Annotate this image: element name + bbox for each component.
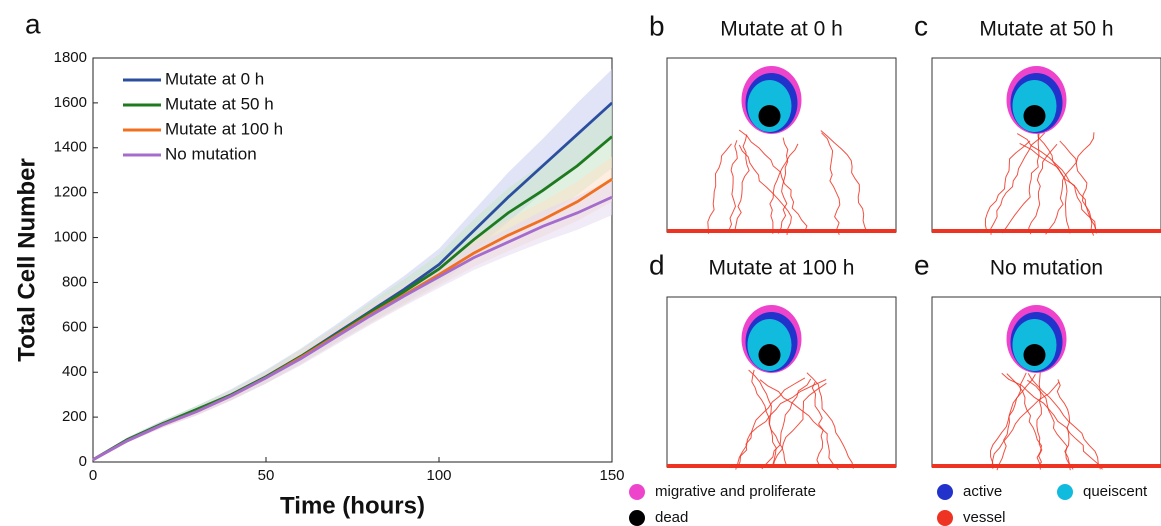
legend-dot: [629, 484, 645, 500]
dead-cells: [1023, 105, 1046, 127]
vessel-branch: [820, 130, 868, 233]
vessel-branch: [707, 143, 732, 234]
legend-label: Mutate at 100 h: [165, 119, 283, 138]
y-tick-label: 1800: [54, 49, 87, 66]
panel-label: d: [649, 249, 665, 280]
legend-label: Mutate at 0 h: [165, 69, 264, 88]
legend-dot: [937, 510, 953, 526]
panel-label: b: [649, 10, 665, 41]
vessel-branch: [1026, 379, 1071, 471]
vessel-branch: [769, 143, 799, 234]
plot-area: [92, 57, 613, 463]
vessel-branch: [991, 381, 1060, 466]
vessel-branch: [1019, 143, 1097, 234]
vessel-branch: [777, 137, 789, 234]
legend-label: dead: [655, 509, 688, 526]
y-tick-label: 600: [62, 318, 87, 335]
panel-title: Mutate at 100 h: [709, 257, 855, 280]
y-tick-label: 0: [79, 453, 87, 470]
vessel-branch: [728, 140, 738, 231]
vessel-branch: [734, 134, 750, 231]
vessel-branch: [751, 369, 788, 466]
panel-title: Mutate at 50 h: [979, 18, 1113, 41]
vessel-branch: [738, 144, 792, 235]
legend-dot: [937, 484, 953, 500]
legend-label: migrative and proliferate: [655, 483, 816, 500]
vessel-branch: [772, 382, 827, 468]
vessel-branch: [736, 377, 806, 469]
panel-label: c: [914, 10, 928, 41]
vessel-branch: [1045, 132, 1095, 235]
legend-label: vessel: [963, 509, 1006, 526]
panel-label: a: [25, 8, 41, 39]
vessel-branch: [748, 369, 777, 467]
vessel-branch: [1001, 131, 1040, 234]
y-tick-label: 1000: [54, 229, 87, 246]
x-tick-label: 150: [599, 467, 624, 484]
y-tick-label: 1600: [54, 94, 87, 111]
vessel-branch: [821, 132, 841, 235]
panel-title: Mutate at 0 h: [720, 18, 843, 41]
x-tick-label: 50: [258, 467, 275, 484]
vessel-branch: [1001, 372, 1103, 470]
vessel-branch: [738, 129, 808, 233]
vessel-branch: [1027, 373, 1101, 470]
y-tick-label: 200: [62, 408, 87, 425]
dead-cells: [1023, 344, 1046, 366]
dead-cells: [758, 344, 781, 366]
vessel-branch: [1056, 379, 1074, 470]
x-axis-label: Time (hours): [280, 492, 425, 519]
legend-label: No mutation: [165, 144, 257, 163]
vessel-branch: [1037, 131, 1071, 234]
vessel-branch: [996, 373, 1036, 471]
series-line: [92, 135, 613, 461]
panel-label: e: [914, 249, 930, 280]
line-chart: a 0 200 400 600 800 1000 1200 1400 1600 1800 0 50 100…: [13, 8, 624, 519]
vessel-branch: [735, 379, 827, 470]
legend-label: active: [963, 483, 1002, 500]
vessel-branch: [811, 381, 824, 467]
series-line: [92, 195, 613, 461]
vessel-branch: [1059, 140, 1097, 232]
legend-label: queiscent: [1083, 483, 1148, 500]
legend-dot: [1057, 484, 1073, 500]
vessel-branch: [984, 140, 1031, 232]
simulation-panels: b Mutate at 0 h c Mutate at 50 h d Mutate at …: [629, 10, 1161, 526]
vessel-branch: [761, 378, 812, 470]
dead-cells: [758, 105, 781, 127]
y-tick-label: 400: [62, 363, 87, 380]
vessel-branch: [990, 132, 1046, 235]
y-tick-label: 800: [62, 273, 87, 290]
vessel-branch: [1006, 373, 1043, 470]
vessel-branch: [759, 379, 839, 471]
y-tick-label: 1400: [54, 139, 87, 156]
panel-title: No mutation: [990, 257, 1103, 280]
legend-dot: [629, 510, 645, 526]
y-tick-label: 1200: [54, 184, 87, 201]
y-axis-label: Total Cell Number: [13, 158, 40, 362]
vessel-branch: [806, 372, 854, 469]
legend-label: Mutate at 50 h: [165, 94, 274, 113]
x-tick-label: 0: [89, 467, 97, 484]
x-tick-label: 100: [426, 467, 451, 484]
